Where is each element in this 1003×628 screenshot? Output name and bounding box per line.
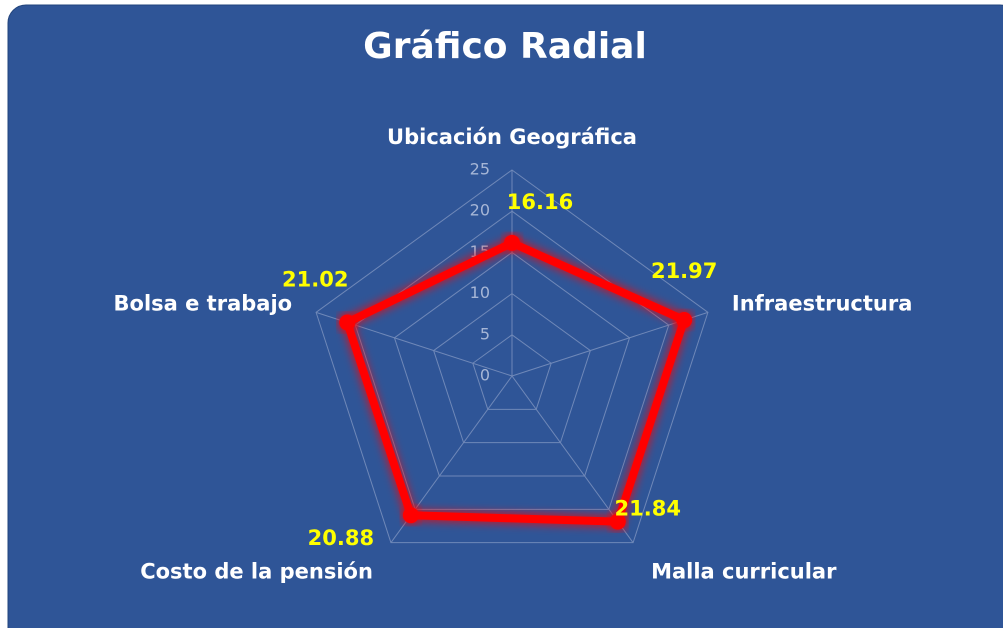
r-tick-label: 5 bbox=[480, 324, 490, 343]
panel bbox=[7, 4, 1003, 628]
r-tick-label: 25 bbox=[470, 160, 490, 179]
grid-ring bbox=[393, 251, 631, 477]
value-label: 21.02 bbox=[282, 267, 348, 291]
marker bbox=[402, 507, 419, 524]
grid-ring bbox=[472, 334, 552, 410]
r-tick-label: 20 bbox=[470, 201, 490, 220]
r-tick-label: 10 bbox=[470, 283, 490, 302]
marker bbox=[504, 234, 520, 251]
category-label: Bolsa e trabajo bbox=[114, 291, 293, 315]
r-tick-label: 0 bbox=[480, 366, 490, 385]
marker bbox=[339, 314, 356, 331]
series-line bbox=[343, 238, 689, 526]
value-label: 20.88 bbox=[308, 526, 374, 550]
marker bbox=[609, 513, 626, 530]
spoke bbox=[511, 375, 634, 543]
category-label: Malla curricular bbox=[651, 560, 837, 584]
value-label: 16.16 bbox=[507, 190, 573, 214]
chart-title: Gráfico Radial bbox=[363, 26, 647, 67]
marker bbox=[676, 312, 693, 329]
spoke bbox=[511, 311, 709, 377]
category-label: Infraestructura bbox=[732, 291, 912, 315]
category-label: Costo de la pensión bbox=[140, 560, 373, 584]
value-label: 21.84 bbox=[615, 497, 681, 521]
grid-ring bbox=[433, 292, 591, 444]
value-label: 21.97 bbox=[651, 259, 717, 283]
category-label: Ubicación Geográfica bbox=[387, 125, 637, 149]
grid-ring bbox=[315, 169, 709, 544]
